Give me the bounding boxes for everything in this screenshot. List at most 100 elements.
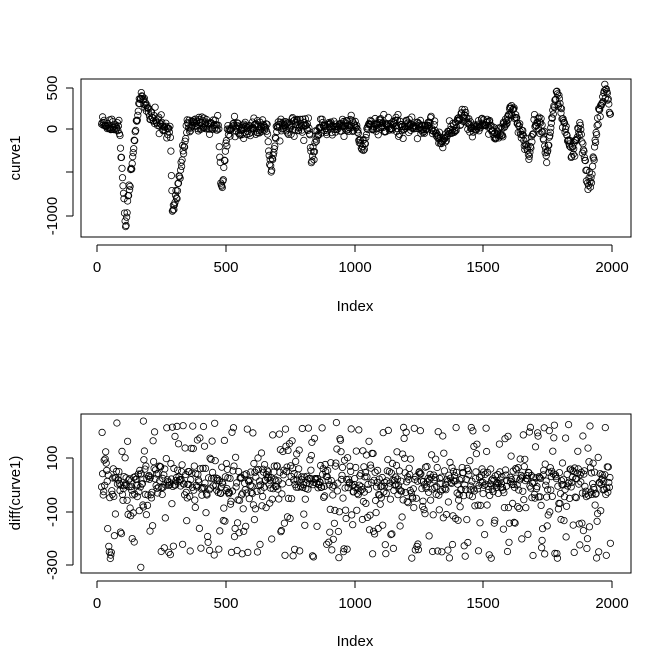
data-point (173, 187, 182, 195)
data-point (527, 471, 536, 480)
data-point (537, 501, 545, 509)
data-point (466, 457, 474, 465)
data-point (359, 447, 367, 455)
data-point (116, 144, 125, 152)
data-point (590, 143, 599, 151)
data-point (119, 496, 127, 504)
data-point (387, 469, 395, 477)
data-point (210, 551, 218, 559)
data-point (242, 522, 250, 530)
data-point (416, 116, 424, 125)
data-point (580, 467, 589, 475)
data-point (525, 469, 533, 477)
data-point (132, 126, 140, 134)
data-point (448, 464, 456, 472)
data-point (473, 485, 482, 493)
data-point (284, 446, 292, 454)
data-point (332, 418, 340, 427)
data-point (524, 151, 533, 159)
data-point (543, 522, 551, 530)
data-point (304, 114, 312, 122)
data-point (238, 131, 246, 139)
data-point (320, 482, 328, 490)
data-point (354, 129, 362, 137)
data-point (544, 486, 552, 494)
data-point (127, 483, 135, 491)
data-point (130, 136, 138, 144)
data-point (191, 115, 199, 123)
data-point (604, 95, 612, 103)
panel-curve1: 0 500 1000 1500 2000 Index 500 0 -1000 c… (7, 75, 632, 315)
data-point (514, 503, 522, 511)
data-point (142, 511, 150, 519)
data-point (487, 554, 495, 562)
data-point (308, 438, 316, 446)
data-point (594, 453, 602, 461)
data-point (426, 496, 435, 504)
data-point (179, 147, 187, 155)
data-point (147, 494, 156, 502)
data-point (446, 458, 454, 466)
data-point (549, 110, 557, 118)
data-point (377, 494, 385, 502)
data-point (281, 425, 290, 433)
data-point (134, 107, 142, 115)
data-point (448, 540, 457, 549)
data-point (275, 495, 283, 503)
data-point (134, 111, 142, 119)
data-point (199, 422, 208, 431)
data-point (577, 125, 585, 133)
data-point (548, 114, 556, 122)
data-point (421, 510, 429, 518)
data-point (197, 544, 205, 552)
data-point (102, 448, 110, 456)
y-ticks-diff-curve1: 100 -100 -300 (44, 445, 73, 580)
data-point (425, 532, 433, 540)
data-point (157, 463, 165, 471)
data-point (191, 496, 199, 504)
data-point (411, 546, 419, 554)
data-point (365, 437, 373, 445)
data-point (299, 483, 307, 491)
data-point (394, 132, 403, 140)
data-point (108, 490, 116, 498)
data-point (311, 139, 319, 147)
data-point (213, 126, 221, 134)
data-point (323, 131, 331, 139)
data-point (151, 428, 159, 436)
data-point (509, 480, 518, 488)
data-point (352, 463, 360, 472)
data-point (405, 464, 413, 472)
data-point (302, 121, 310, 130)
data-point (591, 501, 599, 509)
data-point (223, 125, 231, 133)
data-point (561, 434, 570, 442)
data-point (327, 118, 335, 126)
data-point (572, 494, 580, 502)
data-point (474, 501, 482, 509)
data-point (167, 172, 175, 180)
data-point (166, 133, 174, 141)
data-point (361, 473, 369, 481)
data-point (580, 470, 588, 478)
data-point (408, 554, 416, 562)
data-point (301, 521, 309, 529)
data-point (102, 459, 110, 467)
data-point (394, 111, 402, 119)
data-point (588, 170, 596, 178)
data-point (181, 143, 189, 151)
data-point (115, 467, 123, 476)
data-point (585, 523, 594, 531)
data-point (183, 517, 191, 525)
x-ticks-curve1: 0 500 1000 1500 2000 (93, 245, 629, 276)
data-point (498, 483, 506, 492)
data-point (322, 467, 330, 476)
data-point (310, 148, 319, 156)
data-point (591, 138, 600, 146)
data-point (134, 470, 142, 478)
data-point (334, 479, 342, 487)
data-point (122, 221, 130, 230)
data-point (295, 465, 303, 473)
data-point (307, 147, 315, 155)
data-point (320, 493, 328, 501)
